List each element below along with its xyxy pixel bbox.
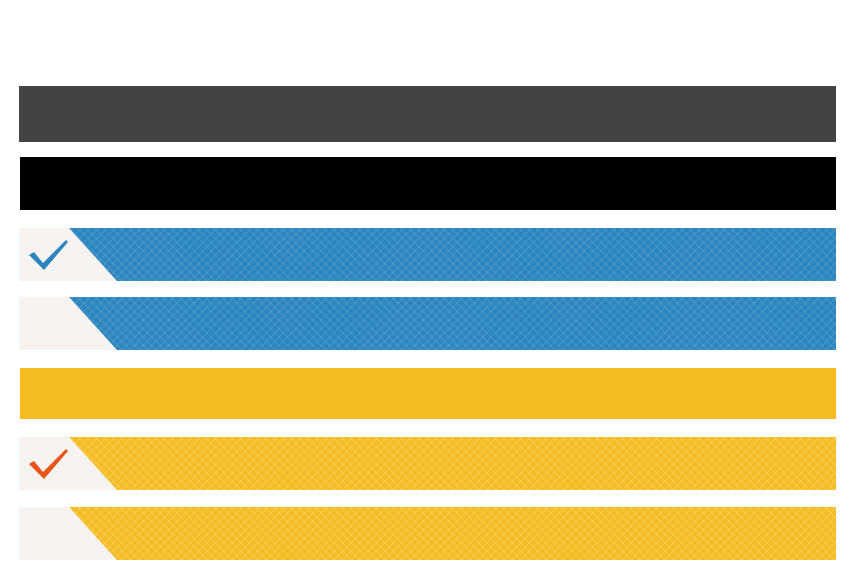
black-bar: [20, 157, 836, 210]
blue-textured-band: [69, 297, 836, 350]
checkmark-icon: [29, 449, 68, 479]
yellow-option-unchecked[interactable]: [19, 507, 836, 560]
blue-textured-band: [69, 228, 836, 281]
checkmark-icon: [29, 240, 68, 270]
blue-option-checked[interactable]: [19, 228, 836, 281]
yellow-textured-band: [69, 437, 836, 490]
blue-option-unchecked[interactable]: [19, 297, 836, 350]
dark-gray-bar: [19, 86, 836, 142]
yellow-bar: [20, 368, 836, 419]
yellow-textured-band: [69, 507, 836, 560]
yellow-option-checked[interactable]: [19, 437, 836, 490]
